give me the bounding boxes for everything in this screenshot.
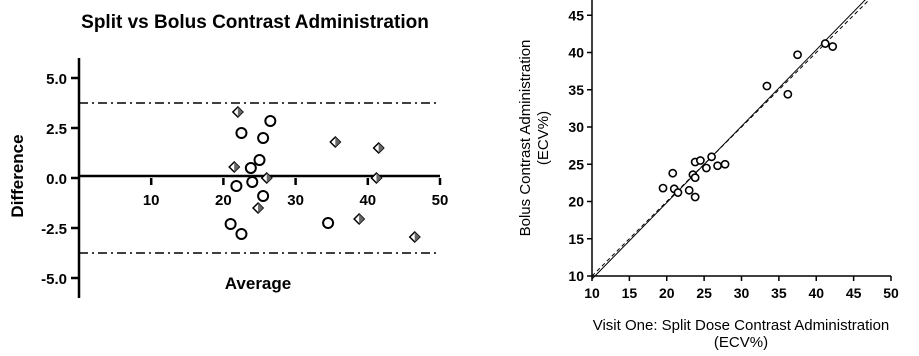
data-point-circle [235, 228, 248, 240]
regression-line [591, 0, 866, 280]
data-point-circle [264, 115, 277, 127]
correlation-chart: 10 15 20 25 30 35 40 45 10 15 20 25 30 35 40 45 50 Visi… [517, 0, 899, 351]
left-x-tick-label: 40 [359, 192, 376, 209]
data-point-diamond [260, 171, 273, 185]
left-x-tick-label: 50 [432, 192, 449, 209]
data-point-circle [720, 159, 730, 169]
left-x-axis-label: Average [225, 274, 291, 293]
right-x-tick-label: 45 [846, 285, 862, 301]
data-point-diamond [408, 230, 421, 244]
data-point-circle [257, 132, 270, 144]
right-y-tick-label: 35 [568, 82, 584, 98]
data-point-circle [244, 162, 257, 174]
data-point-circle [820, 39, 830, 48]
data-point-circle [828, 42, 838, 51]
data-point-circle [793, 50, 802, 60]
left-x-tick-label: 10 [143, 192, 160, 209]
data-point-circle [783, 89, 793, 99]
chart-title: Split vs Bolus Contrast Administration [81, 12, 429, 33]
data-point-circle [690, 173, 700, 183]
data-point-circle [658, 183, 668, 193]
data-point-diamond [251, 201, 265, 215]
right-y-tick-label: 10 [568, 268, 584, 284]
data-point-diamond [370, 171, 383, 185]
right-x-axis-label-line1: Visit One: Split Dose Contrast Administr… [593, 317, 890, 334]
right-y-tick-label: 20 [568, 194, 584, 210]
identity-line [591, 0, 870, 277]
left-y-tick-label: -5.0 [41, 271, 67, 288]
data-point-circle [257, 190, 270, 202]
data-point-circle [690, 192, 700, 202]
data-point-circle [701, 163, 711, 173]
right-x-tick-label: 40 [808, 285, 824, 301]
right-y-axis-label-line1: Bolus Contrast Administration [517, 40, 534, 237]
right-x-tick-label: 15 [622, 285, 638, 301]
right-y-tick-label: 45 [568, 7, 584, 23]
right-y-tick-label: 25 [568, 156, 584, 172]
data-point-circle [668, 168, 678, 178]
data-point-circle [713, 161, 722, 171]
data-point-diamond [329, 135, 342, 149]
bland-altman-chart: Split vs Bolus Contrast Administration 5… [8, 12, 448, 298]
right-x-axis-label-line2: (ECV%) [714, 334, 768, 351]
left-y-tick-label: 2.5 [46, 121, 67, 138]
data-point-circle [246, 176, 259, 188]
left-y-axis-label: Difference [8, 134, 27, 217]
data-point-circle [673, 188, 683, 197]
right-x-tick-label: 35 [771, 285, 787, 301]
data-point-circle [235, 127, 248, 139]
data-point-circle [707, 152, 716, 162]
right-y-axis-label-line2: (ECV%) [535, 111, 552, 165]
data-point-diamond [228, 160, 241, 174]
right-y-tick-label: 40 [568, 45, 584, 61]
left-y-tick-label: -2.5 [41, 221, 67, 238]
data-point-circle [253, 154, 266, 166]
left-y-tick-label: 0.0 [46, 171, 67, 188]
right-x-tick-label: 50 [883, 285, 899, 301]
data-point-circle [762, 81, 772, 91]
right-x-tick-label: 30 [734, 285, 750, 301]
right-x-tick-label: 25 [696, 285, 712, 301]
data-point-circle [322, 217, 335, 229]
right-x-tick-label: 20 [659, 285, 675, 301]
left-y-tick-label: 5.0 [46, 71, 67, 88]
right-y-tick-label: 15 [568, 231, 584, 247]
left-x-tick-label: 30 [287, 192, 304, 209]
left-x-tick-label: 20 [215, 192, 232, 209]
data-point-circle [695, 156, 705, 165]
data-point-circle [684, 185, 694, 195]
data-point-circle [224, 218, 237, 230]
data-point-diamond [353, 212, 366, 226]
data-point-diamond [231, 105, 244, 119]
right-x-tick-label: 10 [584, 285, 600, 301]
data-point-diamond [372, 141, 385, 155]
data-point-circle [230, 180, 243, 192]
right-y-tick-label: 30 [568, 119, 584, 135]
